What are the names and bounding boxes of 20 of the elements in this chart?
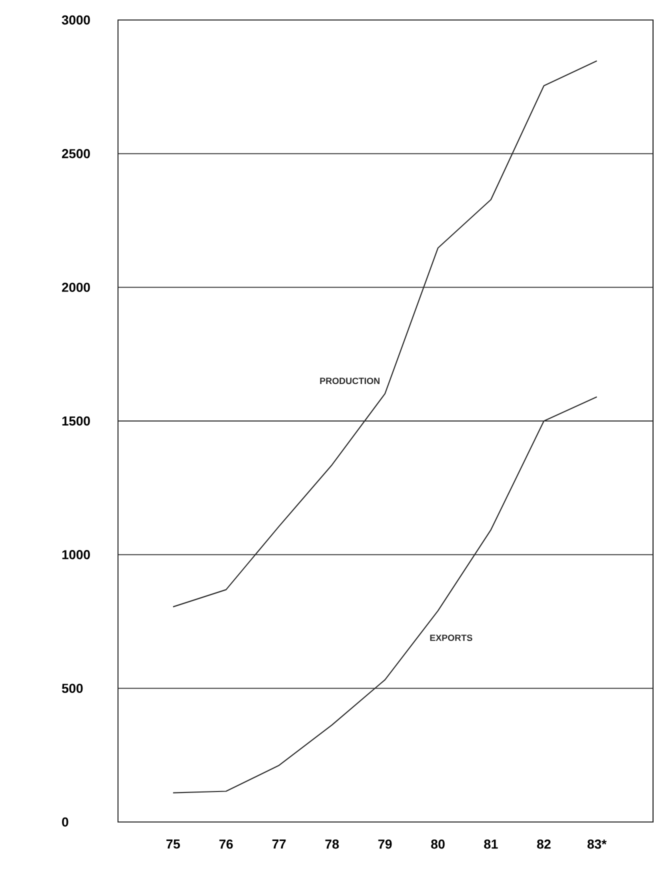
x-tick-label: 82 [537,840,551,849]
y-tick-label: 500 [62,684,83,693]
x-tick-label: 76 [220,840,234,849]
line-series [172,60,598,608]
line-series [172,396,598,794]
y-tick-label: 2500 [62,149,90,158]
y-tick-label: 3000 [62,15,90,25]
x-tick-label: 83* [588,840,607,849]
x-tick-label: 81 [484,840,498,849]
x-tick-label: 78 [326,840,340,849]
series-label: EXPORTS [430,634,473,641]
y-tick-label: 0 [62,817,68,827]
y-tick-label: 2000 [62,282,90,292]
y-tick-label: 1000 [62,550,90,560]
x-tick-label: 79 [378,840,392,849]
x-tick-label: 77 [272,840,286,848]
series-label: PRODUCTION [320,378,380,384]
x-tick-label: 80 [431,840,445,849]
x-tick-label: 75 [166,840,180,849]
y-tick-label: 1500 [62,416,90,426]
